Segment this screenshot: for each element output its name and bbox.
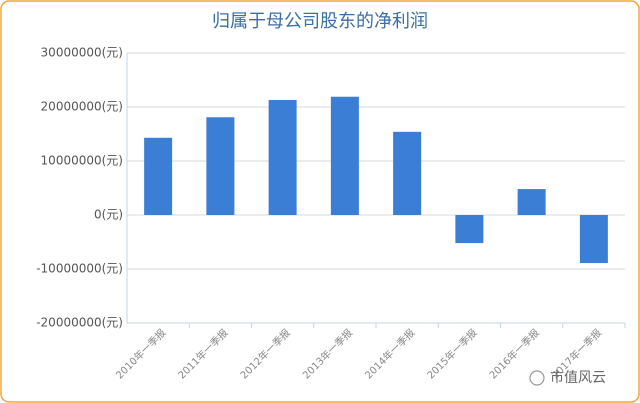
- bar: [393, 131, 422, 215]
- y-tick-label: 10000000(元): [41, 154, 123, 168]
- bar: [517, 189, 546, 215]
- y-tick-label: -10000000(元): [36, 262, 123, 276]
- y-tick-label: 20000000(元): [41, 100, 123, 114]
- y-tick-label: -20000000(元): [36, 316, 123, 330]
- chart-title: 归属于母公司股东的净利润: [212, 11, 428, 32]
- bar: [268, 99, 297, 215]
- watermark: 市值风云: [529, 369, 606, 386]
- watermark-text: 市值风云: [550, 369, 606, 386]
- bar: [144, 137, 173, 215]
- bar: [579, 215, 608, 264]
- watermark-icon: [529, 370, 545, 386]
- bar: [206, 117, 235, 215]
- y-tick-label: 0(元): [94, 208, 123, 222]
- bar: [330, 96, 359, 215]
- bar: [455, 215, 484, 244]
- y-tick-label: 30000000(元): [41, 46, 123, 60]
